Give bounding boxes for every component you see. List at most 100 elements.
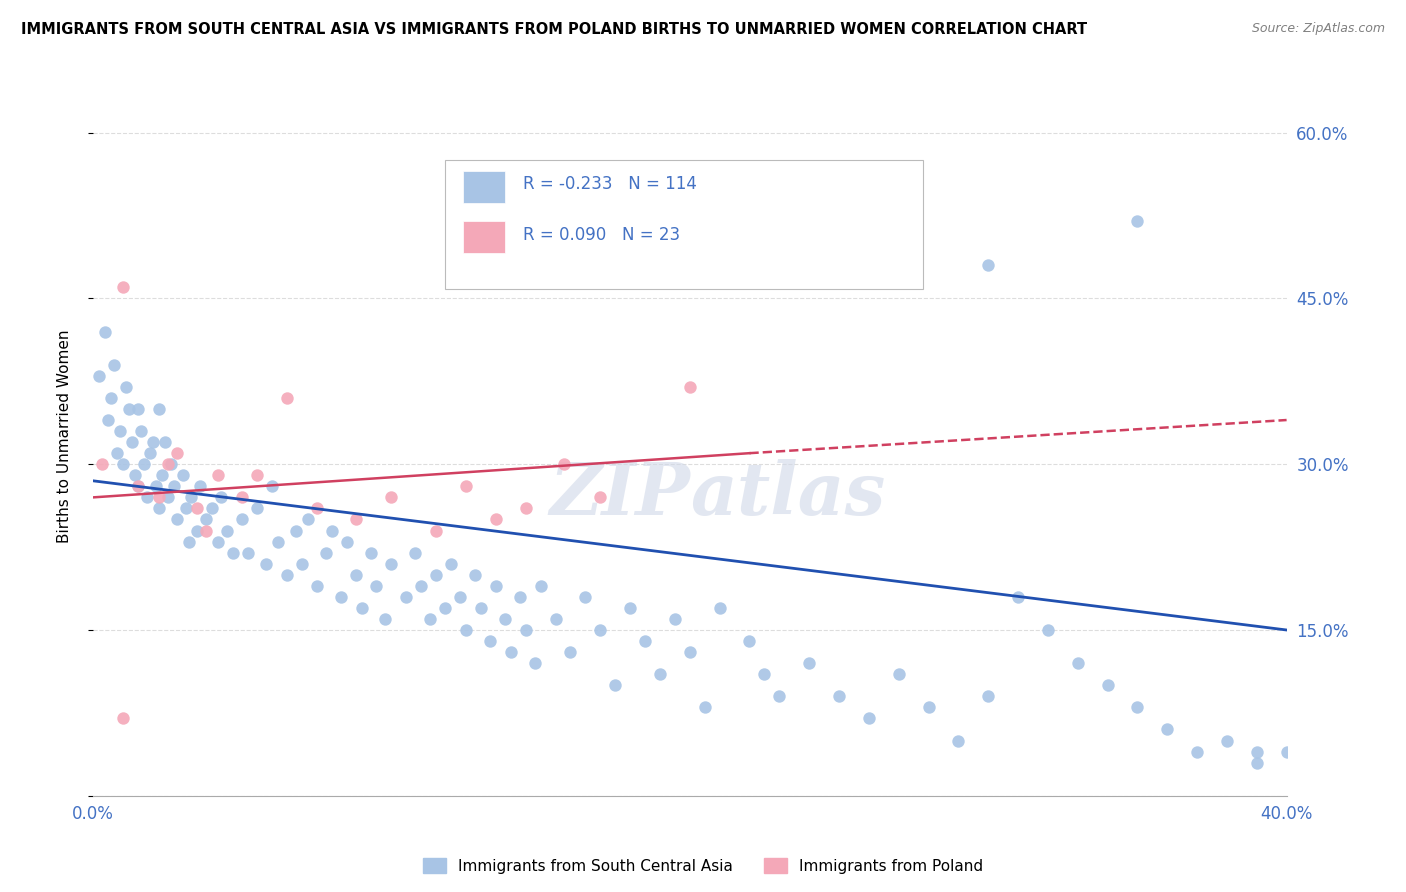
Point xyxy=(619,600,641,615)
Point xyxy=(156,491,179,505)
Point xyxy=(634,634,657,648)
Point xyxy=(129,424,152,438)
Point xyxy=(207,534,229,549)
Point xyxy=(544,612,567,626)
Point xyxy=(150,468,173,483)
Point xyxy=(344,512,367,526)
Point xyxy=(135,491,157,505)
Point xyxy=(127,401,149,416)
Point xyxy=(454,623,477,637)
Text: atlas: atlas xyxy=(690,458,884,530)
Point xyxy=(693,700,716,714)
Point xyxy=(1036,623,1059,637)
Point xyxy=(589,623,612,637)
Text: ZIP: ZIP xyxy=(548,458,690,530)
Point xyxy=(159,457,181,471)
Point xyxy=(887,667,910,681)
Point xyxy=(222,546,245,560)
Y-axis label: Births to Unmarried Women: Births to Unmarried Women xyxy=(58,330,72,543)
Point xyxy=(515,623,537,637)
Point xyxy=(276,567,298,582)
Point xyxy=(440,557,463,571)
Bar xyxy=(463,221,505,253)
Point xyxy=(297,512,319,526)
Point xyxy=(238,546,260,560)
Point xyxy=(523,656,546,670)
Legend: Immigrants from South Central Asia, Immigrants from Poland: Immigrants from South Central Asia, Immi… xyxy=(418,852,988,880)
Point xyxy=(374,612,396,626)
FancyBboxPatch shape xyxy=(446,160,922,289)
Text: R = 0.090   N = 23: R = 0.090 N = 23 xyxy=(523,227,681,244)
Point xyxy=(148,491,170,505)
Point xyxy=(917,700,939,714)
Point xyxy=(108,424,131,438)
Point xyxy=(180,491,202,505)
Point xyxy=(464,567,486,582)
Point xyxy=(111,457,134,471)
Point xyxy=(186,524,208,538)
Point xyxy=(395,590,418,604)
Point xyxy=(1216,733,1239,747)
Point xyxy=(246,468,269,483)
Point xyxy=(111,280,134,294)
Point xyxy=(142,435,165,450)
Point xyxy=(509,590,531,604)
Point xyxy=(329,590,352,604)
Point xyxy=(121,435,143,450)
Point xyxy=(148,401,170,416)
Point xyxy=(217,524,239,538)
Point xyxy=(1126,700,1149,714)
Point xyxy=(499,645,522,659)
Point xyxy=(231,512,253,526)
Point xyxy=(664,612,686,626)
Point xyxy=(127,479,149,493)
Point xyxy=(470,600,492,615)
Point xyxy=(145,479,167,493)
Point xyxy=(94,325,117,339)
Point xyxy=(195,512,218,526)
Point xyxy=(195,524,218,538)
Text: R = -0.233   N = 114: R = -0.233 N = 114 xyxy=(523,175,696,193)
Point xyxy=(589,491,612,505)
Point xyxy=(148,501,170,516)
Point xyxy=(291,557,314,571)
Point xyxy=(709,600,731,615)
Point xyxy=(1246,745,1268,759)
Point xyxy=(87,368,110,383)
Point xyxy=(246,501,269,516)
Point xyxy=(679,645,702,659)
Point xyxy=(1275,745,1298,759)
Point xyxy=(574,590,596,604)
Point xyxy=(858,711,880,725)
Point xyxy=(1067,656,1090,670)
Point xyxy=(485,512,508,526)
Point xyxy=(977,258,1000,272)
Point xyxy=(132,457,155,471)
Point xyxy=(111,711,134,725)
Text: Source: ZipAtlas.com: Source: ZipAtlas.com xyxy=(1251,22,1385,36)
Point xyxy=(411,579,433,593)
Point xyxy=(103,358,125,372)
Point xyxy=(560,645,582,659)
Point xyxy=(260,479,283,493)
Point xyxy=(91,457,114,471)
Point xyxy=(380,557,402,571)
Point xyxy=(515,501,537,516)
Point xyxy=(380,491,402,505)
Point xyxy=(138,446,160,460)
Point xyxy=(768,690,790,704)
Point xyxy=(425,567,447,582)
Point xyxy=(1126,214,1149,228)
Point xyxy=(201,501,224,516)
Point xyxy=(190,479,212,493)
Point xyxy=(366,579,388,593)
Point xyxy=(344,567,367,582)
Point xyxy=(315,546,337,560)
Point xyxy=(209,491,232,505)
Point xyxy=(360,546,382,560)
Point xyxy=(828,690,851,704)
Point xyxy=(254,557,277,571)
Point xyxy=(948,733,970,747)
Point xyxy=(156,457,179,471)
Point xyxy=(97,413,120,427)
